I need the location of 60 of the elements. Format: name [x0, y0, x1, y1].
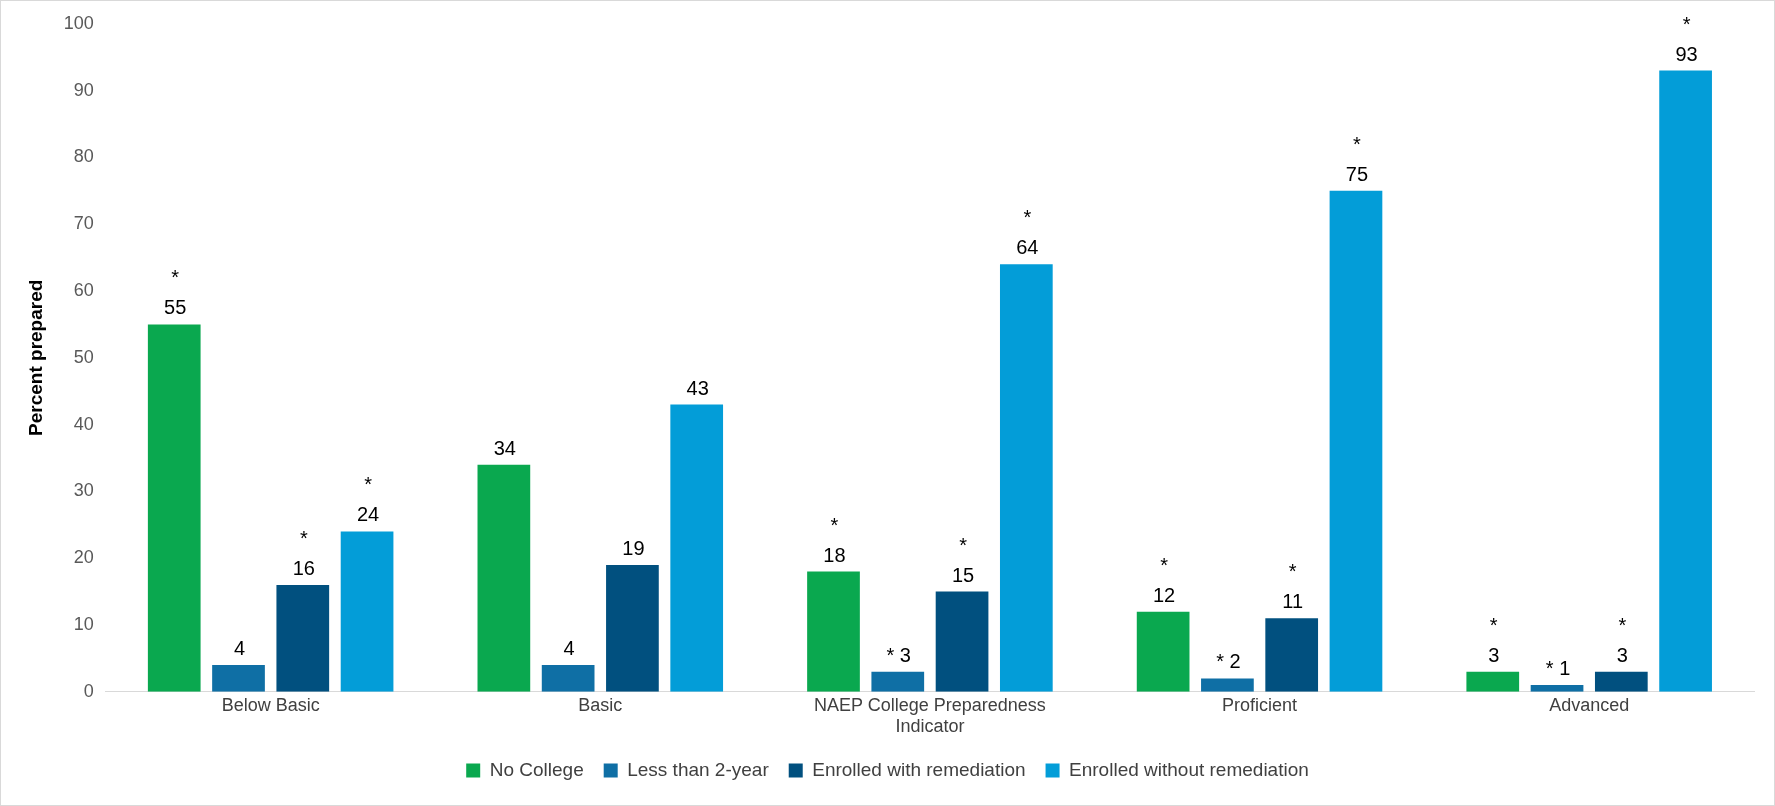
x-tick-label: Below Basic	[221, 694, 320, 715]
data-label: * 11	[1282, 559, 1304, 615]
y-tick-label: 70	[73, 213, 94, 234]
data-label: * 3	[1488, 612, 1500, 668]
data-label: 34	[493, 435, 516, 461]
legend-label: Enrolled with remediation	[812, 758, 1026, 780]
bar	[1201, 678, 1254, 692]
bar	[1659, 70, 1712, 692]
data-label: 19	[622, 535, 645, 561]
data-label: * 55	[164, 265, 187, 321]
bar	[935, 591, 989, 692]
y-tick-label: 50	[73, 346, 94, 367]
data-label: 43	[686, 375, 709, 401]
bar	[340, 531, 394, 692]
bar	[212, 665, 265, 692]
data-label: * 24	[356, 472, 380, 528]
bar	[670, 404, 724, 692]
x-tick-label: Advanced	[1549, 694, 1630, 715]
x-tick-label: Basic	[578, 694, 623, 715]
bar	[541, 665, 595, 692]
bar	[1466, 671, 1520, 692]
legend-label: Enrolled without remediation	[1069, 758, 1309, 780]
bar	[606, 564, 659, 692]
data-label: * 15	[951, 532, 975, 588]
y-tick-label: 60	[73, 279, 94, 300]
data-label: * 12	[1153, 552, 1176, 608]
bar	[871, 671, 925, 692]
data-label: * 2	[1216, 649, 1241, 675]
y-tick-label: 90	[73, 79, 94, 100]
y-axis-title: Percent prepared	[24, 279, 46, 436]
data-label: * 64	[1016, 205, 1039, 261]
data-label: 4	[563, 636, 575, 662]
y-tick-label: 30	[73, 480, 94, 501]
bar	[477, 464, 531, 692]
y-tick-label: 20	[73, 547, 94, 568]
y-tick-label: 40	[73, 413, 94, 434]
bar	[1265, 618, 1319, 692]
y-tick-label: 0	[83, 680, 94, 701]
x-tick-label: NAEP College Preparedness Indicator	[814, 694, 1046, 737]
y-tick-label: 80	[73, 146, 94, 167]
bar	[276, 584, 330, 692]
legend-label: No College	[489, 758, 584, 780]
bar	[1594, 671, 1648, 692]
legend-label: Less than 2-year	[627, 758, 770, 780]
data-label: * 1	[1545, 656, 1571, 682]
y-tick-label: 100	[63, 12, 94, 33]
data-label: * 3	[886, 642, 911, 668]
data-label: * 3	[1616, 612, 1628, 668]
y-tick-label: 10	[73, 613, 94, 634]
x-tick-label: Proficient	[1222, 694, 1298, 715]
bar	[1136, 611, 1190, 692]
bar	[807, 571, 860, 692]
bar	[147, 324, 201, 692]
data-label: 4	[233, 636, 246, 662]
bar	[999, 264, 1053, 692]
data-label: * 93	[1675, 11, 1698, 67]
data-label: * 16	[292, 525, 315, 581]
bar	[1329, 190, 1383, 692]
data-label: * 18	[823, 512, 846, 568]
data-label: * 75	[1345, 131, 1369, 187]
